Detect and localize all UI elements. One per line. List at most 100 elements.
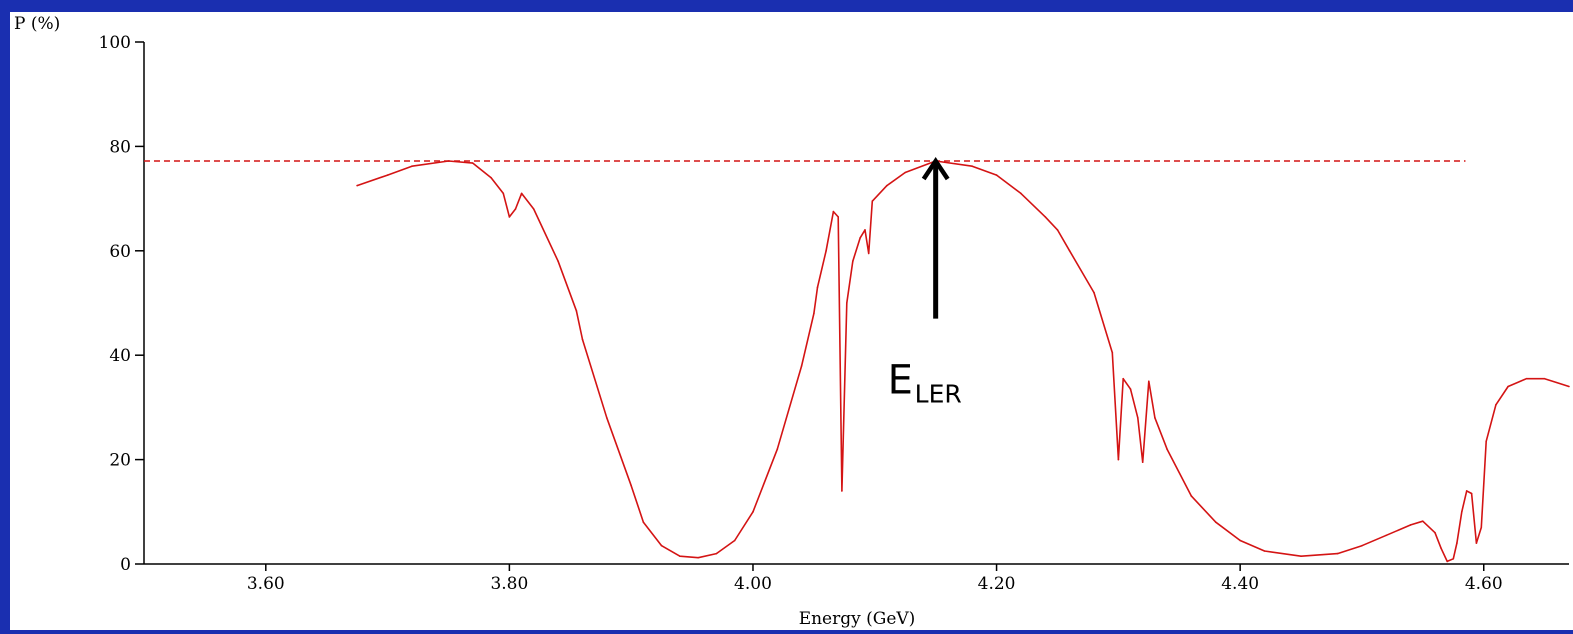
data-point [1117, 458, 1120, 461]
data-point [1543, 377, 1546, 380]
x-tick-label: 4.20 [978, 574, 1016, 594]
data-point [1385, 534, 1388, 537]
data-point [995, 174, 998, 176]
data-point [1475, 542, 1478, 544]
data-point [871, 200, 874, 202]
series-line [356, 160, 1570, 563]
y-tick-label: 80 [109, 137, 131, 157]
data-point [1190, 495, 1193, 497]
data-point [825, 250, 827, 252]
data-point [386, 174, 389, 176]
data-point [1044, 216, 1047, 218]
data-point [1495, 404, 1497, 406]
data-point [837, 216, 839, 218]
data-point [1336, 552, 1339, 555]
data-point [660, 544, 663, 547]
data-point [1129, 388, 1132, 390]
data-point [1409, 524, 1412, 526]
data-point [859, 237, 861, 239]
data-point [532, 208, 535, 210]
data-point [1525, 377, 1528, 380]
x-tick-label: 4.60 [1465, 574, 1503, 594]
data-point [630, 484, 632, 487]
data-point [581, 338, 584, 341]
y-ticks: 0 20 40 60 80 100 [99, 33, 144, 575]
data-point [1137, 417, 1139, 419]
annotation-group: E LER [888, 156, 962, 409]
data-point [1020, 192, 1022, 195]
x-tick-label: 3.80 [490, 574, 528, 594]
data-point [1470, 492, 1473, 495]
data-point [1507, 385, 1509, 388]
annotation-label-sub: LER [915, 380, 962, 409]
x-tick-label: 4.40 [1221, 574, 1259, 594]
y-tick-label: 0 [120, 555, 131, 575]
data-point [1300, 555, 1302, 557]
data-point [1361, 544, 1363, 547]
data-point [1465, 490, 1468, 492]
data-point [1461, 511, 1463, 513]
data-point [904, 171, 906, 174]
data-point [832, 210, 835, 213]
data-point [1456, 542, 1458, 544]
data-point [557, 260, 559, 262]
data-point [642, 521, 645, 523]
data-point [733, 539, 736, 542]
data-point [1056, 229, 1059, 231]
data-point [1154, 417, 1156, 419]
data-point [1093, 291, 1095, 294]
data-point [1568, 385, 1570, 388]
data-point [472, 162, 474, 164]
data-point [1452, 558, 1455, 560]
data-point [1122, 377, 1124, 380]
data-point [1148, 380, 1150, 383]
data-point [752, 511, 754, 513]
data-point [1434, 531, 1436, 534]
data-point [411, 165, 413, 167]
slide-left-band [0, 0, 10, 630]
data-point [813, 312, 815, 315]
data-point [864, 229, 866, 231]
data-point [776, 448, 779, 451]
y-tick-label: 100 [99, 33, 131, 53]
data-point [514, 208, 517, 210]
data-point [356, 184, 358, 187]
data-point [841, 490, 843, 492]
data-point [1440, 547, 1442, 550]
data-point [852, 260, 854, 262]
data-point [800, 364, 803, 367]
data-point [575, 310, 578, 312]
data-point [846, 302, 848, 304]
data-point [1111, 351, 1114, 354]
data-point [697, 556, 699, 559]
y-tick-label: 40 [109, 346, 131, 366]
data-point [679, 555, 681, 557]
data-point [447, 160, 450, 162]
data-point [886, 184, 888, 187]
data-point [1068, 250, 1071, 252]
y-axis-title: P (%) [14, 14, 60, 34]
data-point [508, 216, 511, 218]
data-point [1480, 526, 1483, 529]
data-point [520, 192, 523, 195]
x-tick-label: 3.60 [247, 574, 285, 594]
x-tick-label: 4.00 [734, 574, 772, 594]
y-tick-label: 20 [109, 451, 131, 471]
x-ticks: 3.60 3.80 4.00 4.20 4.40 4.60 [247, 564, 1503, 594]
data-point [606, 417, 608, 419]
axes [143, 42, 1569, 565]
data-point [1166, 448, 1168, 451]
data-point [1422, 520, 1424, 522]
y-tick-label: 60 [109, 242, 131, 262]
series-layer [356, 160, 1570, 563]
data-point [971, 165, 973, 167]
data-point [1485, 440, 1487, 443]
data-point [1141, 461, 1144, 464]
data-point [1239, 539, 1241, 542]
data-point [490, 176, 492, 179]
annotation-label-main: E [888, 358, 913, 404]
data-point [1215, 521, 1217, 523]
data-point [867, 252, 870, 255]
